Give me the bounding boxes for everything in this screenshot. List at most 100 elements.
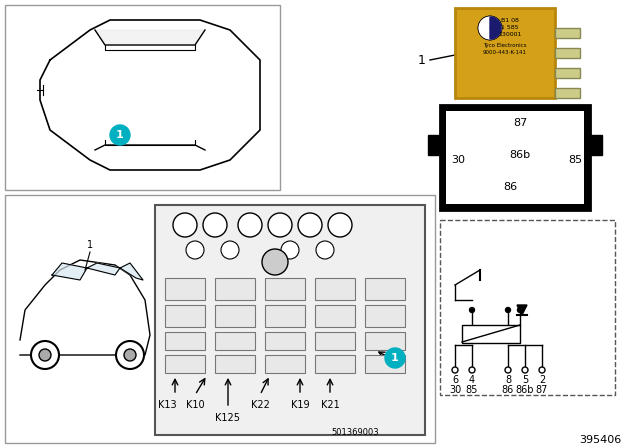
Bar xyxy=(165,355,205,373)
Circle shape xyxy=(452,367,458,373)
Polygon shape xyxy=(95,30,205,45)
Text: 501369003: 501369003 xyxy=(331,427,379,436)
Text: 2: 2 xyxy=(539,375,545,385)
Text: 87: 87 xyxy=(536,385,548,395)
Bar xyxy=(265,278,305,300)
Circle shape xyxy=(39,349,51,361)
Bar xyxy=(365,305,405,327)
Bar xyxy=(315,332,355,350)
Circle shape xyxy=(221,241,239,259)
Bar xyxy=(365,332,405,350)
Text: 87: 87 xyxy=(513,118,527,128)
Bar xyxy=(555,68,580,78)
Circle shape xyxy=(186,241,204,259)
Text: 4: 4 xyxy=(469,375,475,385)
Text: K19: K19 xyxy=(291,400,309,410)
Bar xyxy=(215,332,255,350)
Bar xyxy=(265,332,305,350)
Bar xyxy=(555,28,580,38)
Text: 86b: 86b xyxy=(516,385,534,395)
Polygon shape xyxy=(517,305,527,315)
Bar xyxy=(440,105,590,210)
Text: 30: 30 xyxy=(451,155,465,165)
Text: B1 08: B1 08 xyxy=(501,17,519,22)
Bar xyxy=(215,305,255,327)
Bar xyxy=(5,5,280,190)
Polygon shape xyxy=(120,263,143,280)
Text: K13: K13 xyxy=(157,400,176,410)
Circle shape xyxy=(31,341,59,369)
Circle shape xyxy=(116,341,144,369)
Bar xyxy=(215,278,255,300)
Circle shape xyxy=(385,348,405,368)
Text: 1 585: 1 585 xyxy=(501,25,519,30)
Text: 9000-443-K-141: 9000-443-K-141 xyxy=(483,49,527,55)
Text: 86: 86 xyxy=(503,182,517,192)
Text: 8: 8 xyxy=(505,375,511,385)
Wedge shape xyxy=(490,28,501,39)
Circle shape xyxy=(268,213,292,237)
Circle shape xyxy=(506,307,511,313)
Wedge shape xyxy=(490,17,501,28)
Text: 130001: 130001 xyxy=(499,31,522,36)
Circle shape xyxy=(470,307,474,313)
Circle shape xyxy=(238,213,262,237)
Circle shape xyxy=(505,367,511,373)
Bar xyxy=(555,88,580,98)
Bar xyxy=(440,220,615,395)
Circle shape xyxy=(262,249,288,275)
Bar xyxy=(462,325,520,343)
Circle shape xyxy=(328,213,352,237)
Bar xyxy=(165,332,205,350)
Bar xyxy=(315,355,355,373)
Text: 86b: 86b xyxy=(509,150,531,160)
Circle shape xyxy=(124,349,136,361)
Polygon shape xyxy=(87,263,120,275)
Text: 5: 5 xyxy=(522,375,528,385)
Circle shape xyxy=(539,367,545,373)
Circle shape xyxy=(478,16,502,40)
Bar xyxy=(155,205,425,435)
Text: K125: K125 xyxy=(216,413,241,423)
Bar xyxy=(5,195,435,443)
Circle shape xyxy=(110,125,130,145)
Text: 1: 1 xyxy=(418,53,426,66)
Bar xyxy=(365,278,405,300)
Text: 85: 85 xyxy=(466,385,478,395)
Bar xyxy=(165,278,205,300)
Circle shape xyxy=(478,16,502,40)
Bar xyxy=(555,48,580,58)
Bar xyxy=(215,355,255,373)
Circle shape xyxy=(173,213,197,237)
Text: 1: 1 xyxy=(116,130,124,140)
Text: 1: 1 xyxy=(87,240,93,250)
Text: 85: 85 xyxy=(568,155,582,165)
Text: 1: 1 xyxy=(391,353,399,363)
Bar xyxy=(315,305,355,327)
Text: K21: K21 xyxy=(321,400,339,410)
Bar xyxy=(165,305,205,327)
Polygon shape xyxy=(20,260,150,355)
Circle shape xyxy=(298,213,322,237)
Circle shape xyxy=(316,241,334,259)
Text: 30: 30 xyxy=(449,385,461,395)
Bar xyxy=(590,135,602,155)
Bar xyxy=(455,8,555,98)
Text: Tyco Electronics: Tyco Electronics xyxy=(483,43,527,47)
Text: 86: 86 xyxy=(502,385,514,395)
Circle shape xyxy=(522,367,528,373)
Bar xyxy=(265,355,305,373)
Polygon shape xyxy=(52,263,87,280)
Text: K10: K10 xyxy=(186,400,204,410)
Circle shape xyxy=(281,241,299,259)
Bar xyxy=(446,111,584,204)
Text: K22: K22 xyxy=(251,400,269,410)
Circle shape xyxy=(518,307,522,313)
Bar xyxy=(265,305,305,327)
Text: 395406: 395406 xyxy=(579,435,621,445)
Bar xyxy=(365,355,405,373)
Circle shape xyxy=(469,367,475,373)
Bar xyxy=(315,278,355,300)
Bar xyxy=(428,135,440,155)
Circle shape xyxy=(203,213,227,237)
